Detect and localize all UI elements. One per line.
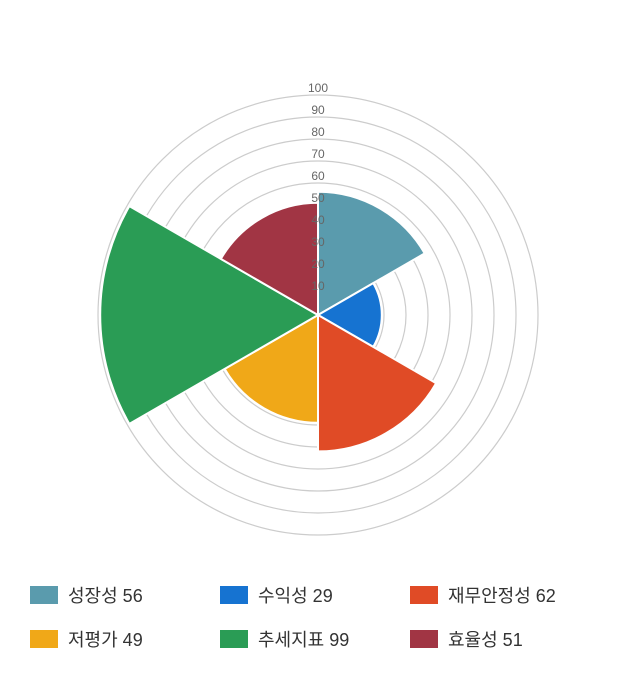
ring-label: 80 [311, 125, 325, 139]
legend-item: 수익성 29 [220, 582, 410, 608]
ring-label: 70 [311, 147, 325, 161]
legend-swatch [30, 586, 58, 604]
legend-swatch [410, 586, 438, 604]
ring-label: 50 [311, 191, 325, 205]
legend-label: 추세지표 99 [258, 626, 349, 652]
legend-label: 성장성 56 [68, 582, 143, 608]
polar-chart-svg: 10 20 30 40 50 60 70 80 90 100 [0, 0, 640, 560]
legend-label: 저평가 49 [68, 626, 143, 652]
legend-swatch [220, 586, 248, 604]
ring-label: 100 [308, 81, 328, 95]
legend-label: 재무안정성 62 [448, 582, 556, 608]
legend-label: 효율성 51 [448, 626, 523, 652]
legend-swatch [410, 630, 438, 648]
ring-label: 30 [311, 235, 325, 249]
ring-label: 40 [311, 213, 325, 227]
ring-label: 90 [311, 103, 325, 117]
legend-item: 재무안정성 62 [410, 582, 600, 608]
legend-label: 수익성 29 [258, 582, 333, 608]
legend: 성장성 56 수익성 29 재무안정성 62 저평가 49 추세지표 99 효율성 51 [30, 582, 610, 670]
legend-item: 추세지표 99 [220, 626, 410, 652]
legend-item: 저평가 49 [30, 626, 220, 652]
legend-swatch [220, 630, 248, 648]
ring-label: 60 [311, 169, 325, 183]
legend-item: 효율성 51 [410, 626, 600, 652]
ring-label: 10 [311, 279, 325, 293]
polar-chart-container: 10 20 30 40 50 60 70 80 90 100 [0, 0, 640, 560]
ring-label: 20 [311, 257, 325, 271]
legend-item: 성장성 56 [30, 582, 220, 608]
legend-swatch [30, 630, 58, 648]
